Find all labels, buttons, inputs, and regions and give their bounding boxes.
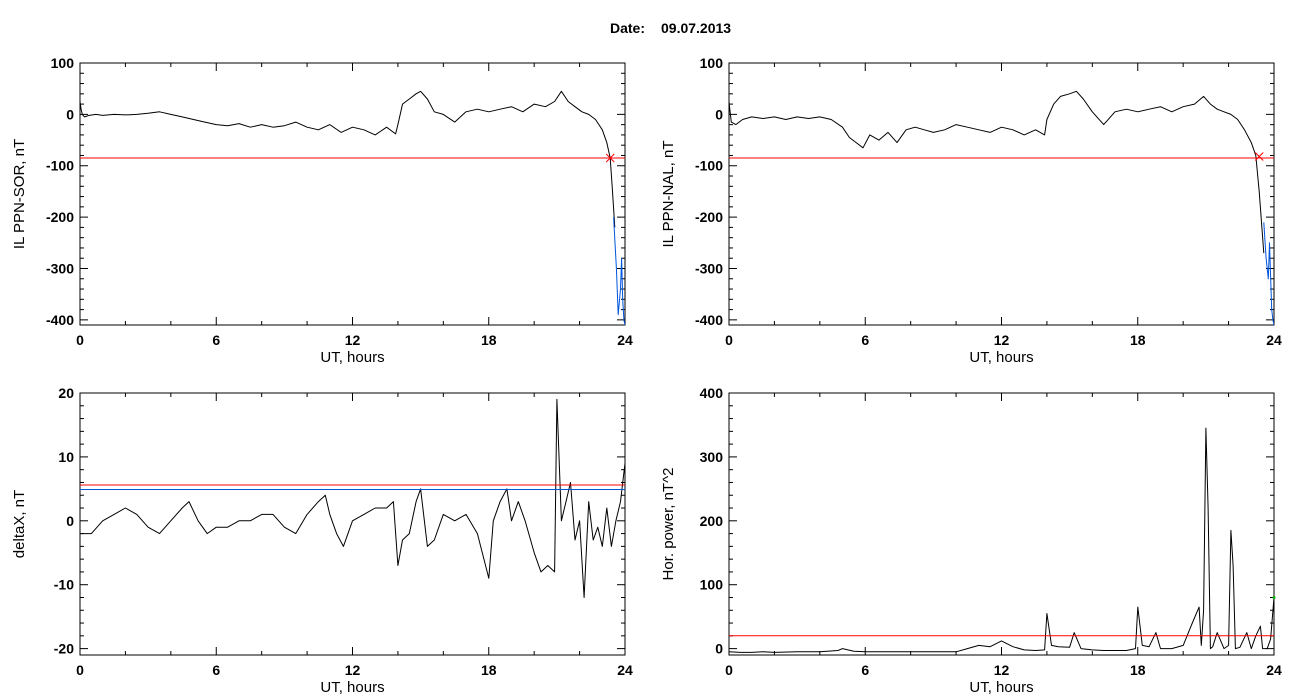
x-tick-label: 24: [617, 332, 633, 348]
x-tick-label: 0: [725, 332, 733, 348]
panel-deltax: 0 6 12 18 24 20 10 0 -10 -20 UT, hours deltaX, nT: [11, 385, 633, 696]
date-label: Date:: [610, 20, 645, 36]
y-tick-label: 0: [66, 106, 74, 122]
y-tick-label: 100: [700, 55, 724, 71]
x-tick-label: 24: [617, 662, 633, 678]
x-tick-label: 6: [212, 332, 220, 348]
y-tick-label: 0: [715, 641, 723, 657]
y-tick-label: -300: [46, 260, 74, 276]
x-tick-label: 18: [481, 662, 497, 678]
signal-line: [80, 398, 625, 598]
y-tick-label: 20: [58, 385, 74, 401]
x-tick-label: 18: [481, 332, 497, 348]
y-axis-label: IL PPN-NAL, nT: [660, 141, 677, 248]
x-tick-label: 24: [1266, 332, 1282, 348]
point-marker: [1272, 595, 1276, 599]
crossing-marker: [605, 153, 615, 163]
plot-frame: [79, 62, 626, 326]
x-tick-label: 12: [345, 332, 361, 348]
y-tick-label: 0: [66, 513, 74, 529]
y-tick-label: -400: [695, 312, 723, 328]
panel-nal: 0 6 12 18 24 100 0 -100 -200 -300 -400 UT, hours IL …: [660, 55, 1282, 366]
y-tick-label: -10: [54, 577, 74, 593]
x-tick-label: 24: [1266, 662, 1282, 678]
y-tick-label: 200: [700, 513, 724, 529]
x-tick-label: 12: [345, 662, 361, 678]
x-axis-label: UT, hours: [320, 349, 384, 366]
signal-line: [729, 427, 1274, 653]
series-group: [729, 90, 1274, 325]
series-group: [80, 398, 625, 598]
x-tick-label: 18: [1130, 332, 1146, 348]
y-tick-label: -100: [46, 158, 74, 174]
signal-line: [729, 90, 1265, 254]
x-axis-label: UT, hours: [969, 679, 1033, 696]
x-axis-label: UT, hours: [969, 349, 1033, 366]
x-tick-label: 6: [861, 662, 869, 678]
y-axis-label: Hor. power, nT^2: [660, 468, 677, 581]
y-tick-label: 100: [700, 577, 724, 593]
plot-frame: [728, 392, 1275, 656]
secondary-line: [613, 217, 625, 325]
x-tick-label: 12: [994, 332, 1010, 348]
y-tick-label: 100: [51, 55, 75, 71]
signal-line: [80, 90, 616, 228]
x-tick-label: 0: [76, 332, 84, 348]
y-tick-label: 300: [700, 449, 724, 465]
plot-frame: [79, 392, 626, 656]
y-tick-label: -20: [54, 641, 74, 657]
y-tick-label: -200: [695, 209, 723, 225]
x-tick-label: 12: [994, 662, 1010, 678]
x-tick-label: 6: [861, 332, 869, 348]
panel-sor: 0 6 12 18 24 100 0 -100 -200 -300 -400 UT, hours IL …: [11, 55, 633, 366]
series-group: [80, 90, 625, 325]
y-tick-label: -100: [695, 158, 723, 174]
plot-frame: [728, 62, 1275, 326]
y-tick-label: -200: [46, 209, 74, 225]
panel-power: 0 6 12 18 24 400 300 200 100 0 UT, hours Hor. power…: [660, 385, 1282, 696]
y-tick-label: -400: [46, 312, 74, 328]
x-axis-label: UT, hours: [320, 679, 384, 696]
x-tick-label: 0: [76, 662, 84, 678]
date-header: Date: 09.07.2013: [610, 20, 731, 36]
series-group: [729, 427, 1274, 653]
x-tick-label: 6: [212, 662, 220, 678]
y-axis-label: IL PPN-SOR, nT: [11, 139, 28, 249]
secondary-line: [1263, 222, 1274, 325]
y-tick-label: 10: [58, 449, 74, 465]
y-axis-label: deltaX, nT: [11, 490, 28, 558]
x-tick-label: 0: [725, 662, 733, 678]
crossing-marker: [1254, 152, 1264, 161]
y-tick-label: -300: [695, 260, 723, 276]
y-tick-label: 0: [715, 106, 723, 122]
date-value: 09.07.2013: [661, 20, 731, 36]
x-tick-label: 18: [1130, 662, 1146, 678]
y-tick-label: 400: [700, 385, 724, 401]
